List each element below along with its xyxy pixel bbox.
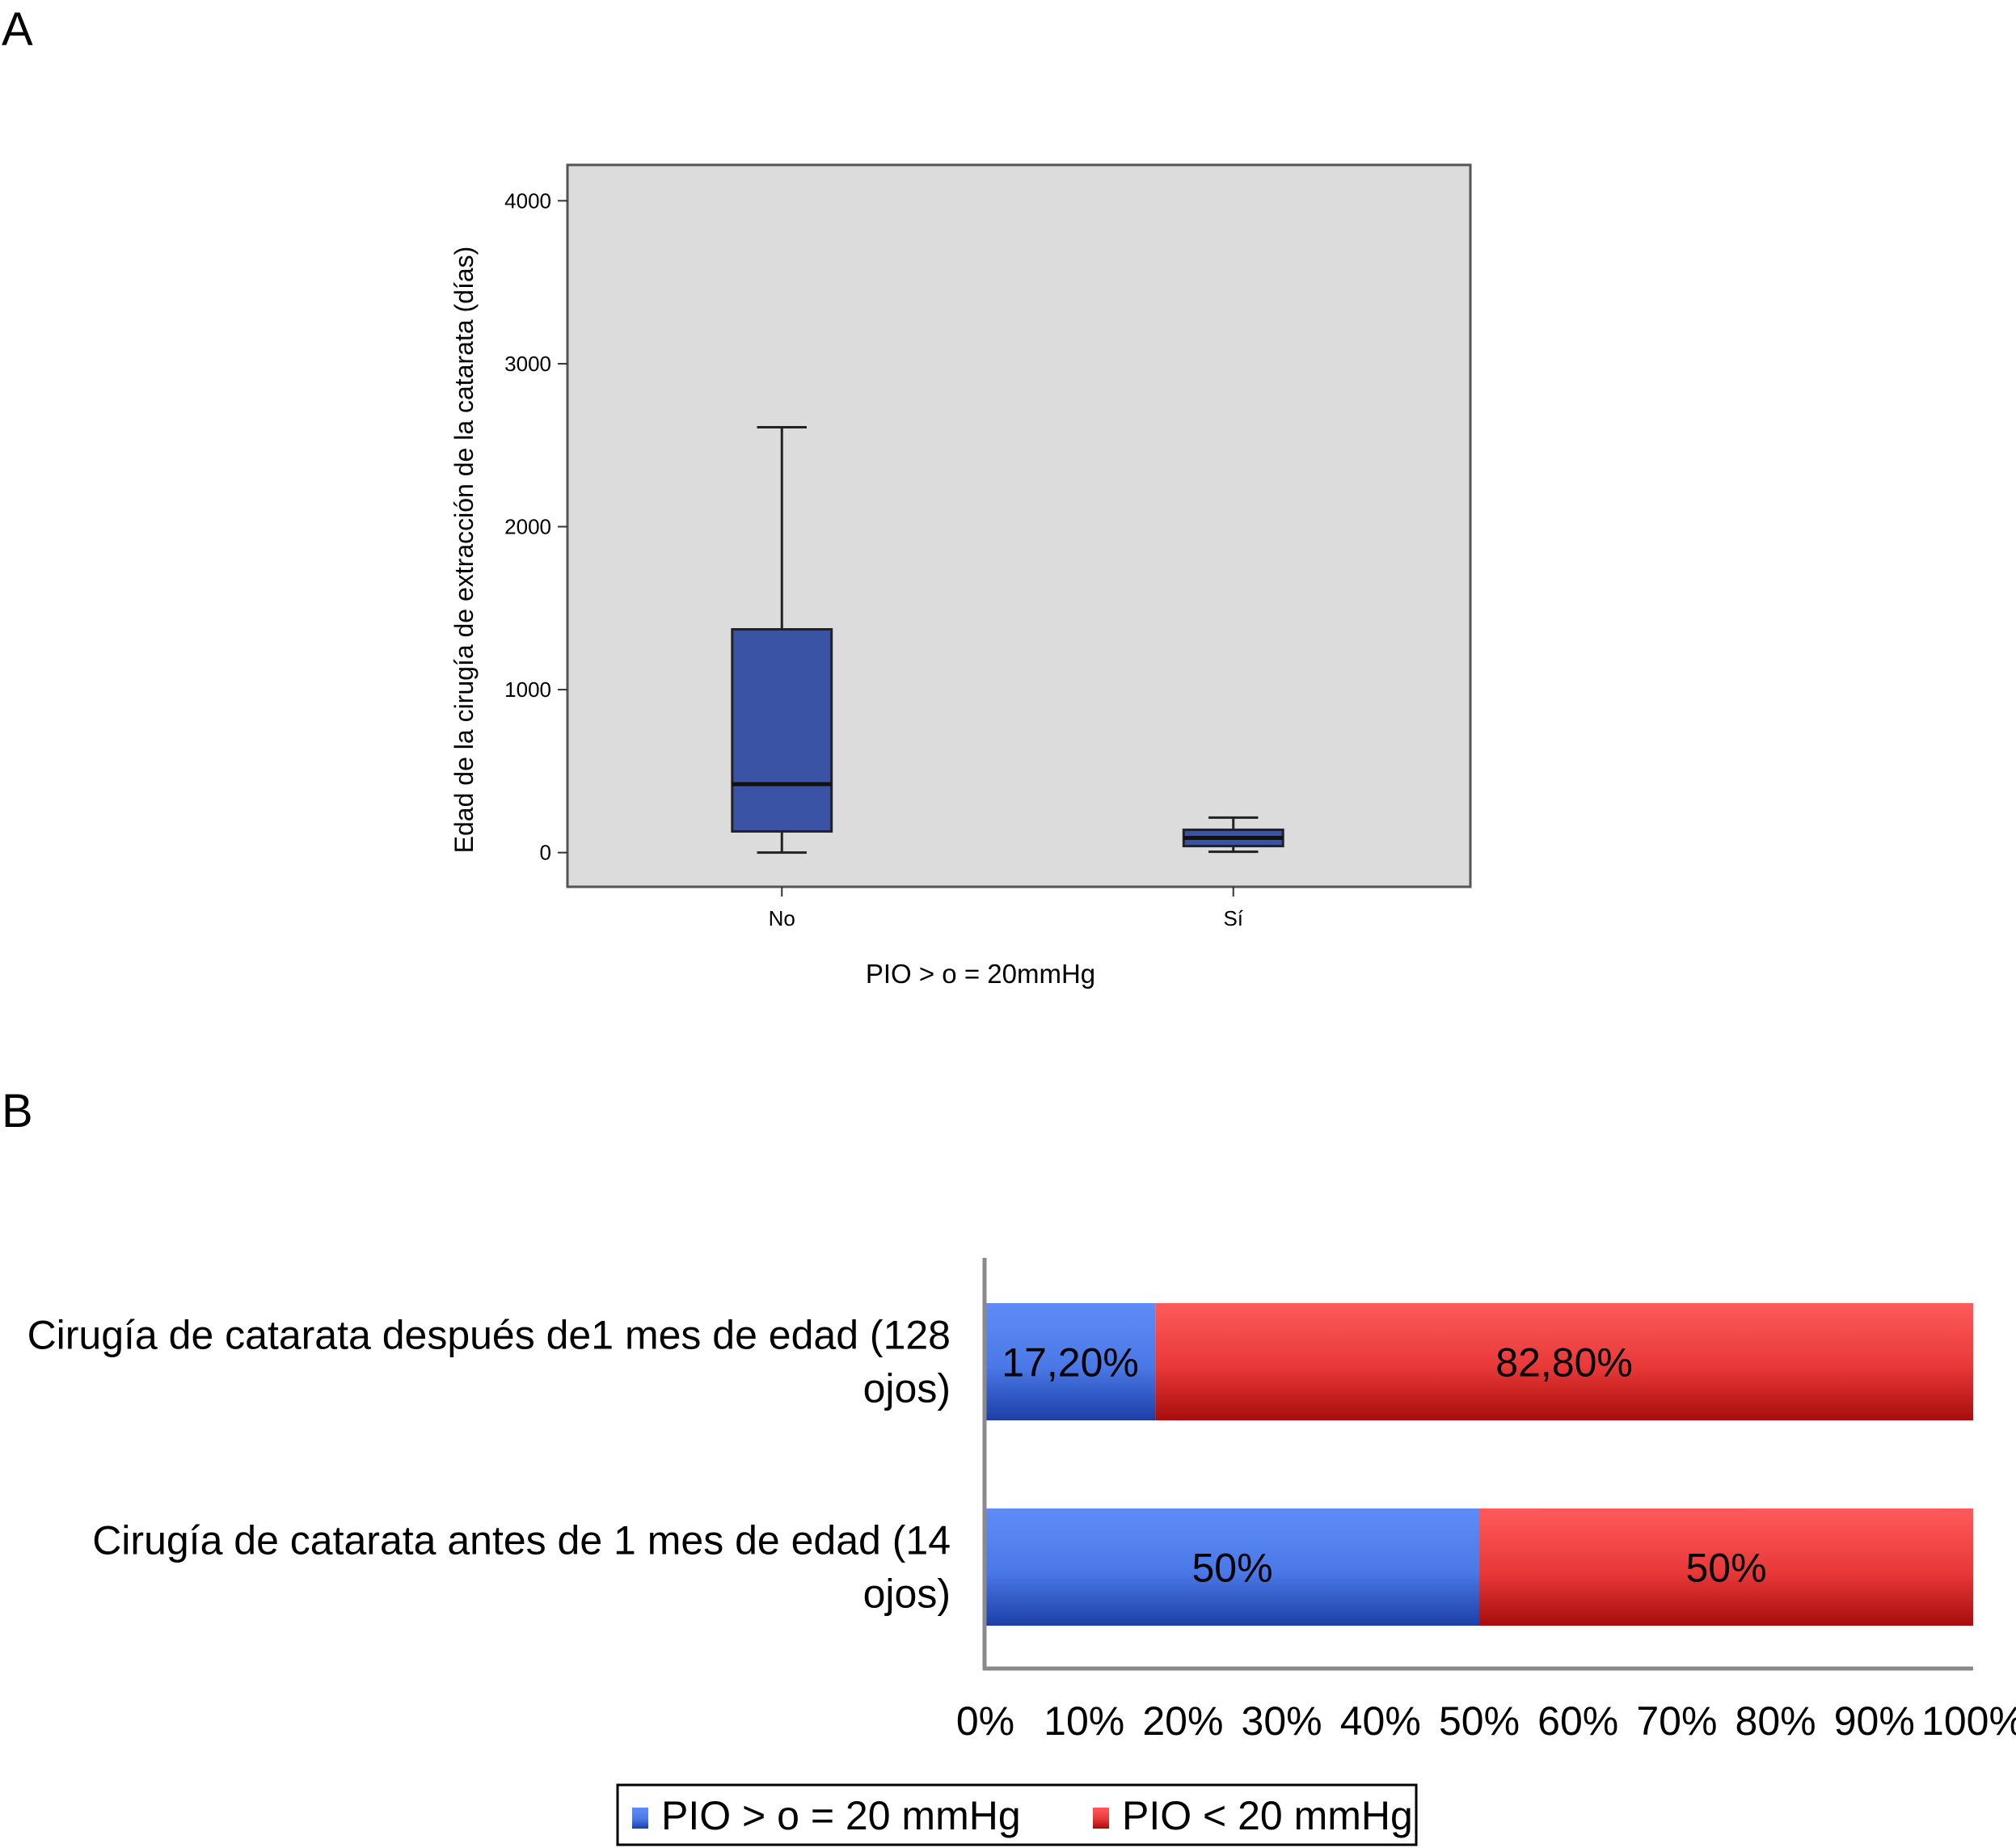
category-label: Cirugía de catarata después de1 mes de e… [27,1313,951,1358]
bar-segment [985,1508,1479,1626]
x-axis: No Sí [769,887,1244,930]
y-tick-label: 2000 [504,515,551,539]
bar-segment [1155,1303,1973,1420]
category-labels: Cirugía de catarata después de1 mes de e… [27,1313,951,1617]
bar-segment [1479,1508,1973,1626]
x-axis-title: PIO > o = 20mmHg [866,959,1095,989]
x-tick-label: 100% [1921,1698,2016,1744]
x-tick-label: 80% [1736,1698,1816,1744]
data-label: 82,80% [1495,1340,1633,1386]
legend-swatch [632,1808,648,1829]
bar-segment [985,1303,1156,1420]
x-tick-label: No [769,906,795,930]
y-tick-label: 3000 [504,352,551,376]
category-label: Cirugía de catarata antes de 1 mes de ed… [92,1518,951,1563]
bar-series: 17,20% 82,80% 50% 50% [985,1303,1973,1626]
panel-b-label: B [2,1085,33,1137]
x-tick-label: 0% [956,1698,1014,1744]
data-label: 50% [1191,1546,1272,1591]
category-label: ojos) [863,1572,951,1617]
legend: PIO > o = 20 mmHg PIO < 20 mmHg [616,1783,1418,1846]
x-axis: 0% 10% 20% 30% 40% 50% 60% 70% 80% 90% 100% [956,1258,2016,1744]
x-tick-label: 70% [1636,1698,1717,1744]
box-0 [731,426,833,854]
x-tick-label: 60% [1537,1698,1618,1744]
legend-swatch [1093,1808,1109,1829]
legend-label: PIO > o = 20 mmHg [661,1793,1021,1838]
x-tick-label: 10% [1044,1698,1124,1744]
y-tick-label: 1000 [504,677,551,702]
y-tick-label: 0 [540,841,551,865]
x-tick-label: 90% [1834,1698,1915,1744]
box-1 [1182,816,1284,854]
panel-a-label: A [2,3,33,56]
x-tick-label: 40% [1340,1698,1421,1744]
y-axis-title: Edad de la cirugía de extracción de la c… [449,247,479,854]
box-series [731,426,1284,854]
y-tick-label: 4000 [504,188,551,213]
boxplot-chart: 0 1000 2000 3000 4000 No Sí Edad de la cirugí… [449,163,1472,989]
data-label: 50% [1685,1546,1766,1591]
y-axis: 0 1000 2000 3000 4000 [504,188,567,865]
x-tick-label: 20% [1142,1698,1223,1744]
category-label: ojos) [863,1366,951,1411]
x-tick-label: 30% [1242,1698,1322,1744]
legend-box [616,1783,1418,1846]
data-label: 17,20% [1002,1340,1139,1386]
x-tick-label: 50% [1439,1698,1520,1744]
stacked-bar-chart: Cirugía de catarata después de1 mes de e… [27,1258,2016,1846]
plot-area [566,163,1472,888]
iqr-box [731,628,833,833]
legend-label: PIO < 20 mmHg [1122,1793,1413,1838]
x-tick-label: Sí [1223,906,1243,930]
